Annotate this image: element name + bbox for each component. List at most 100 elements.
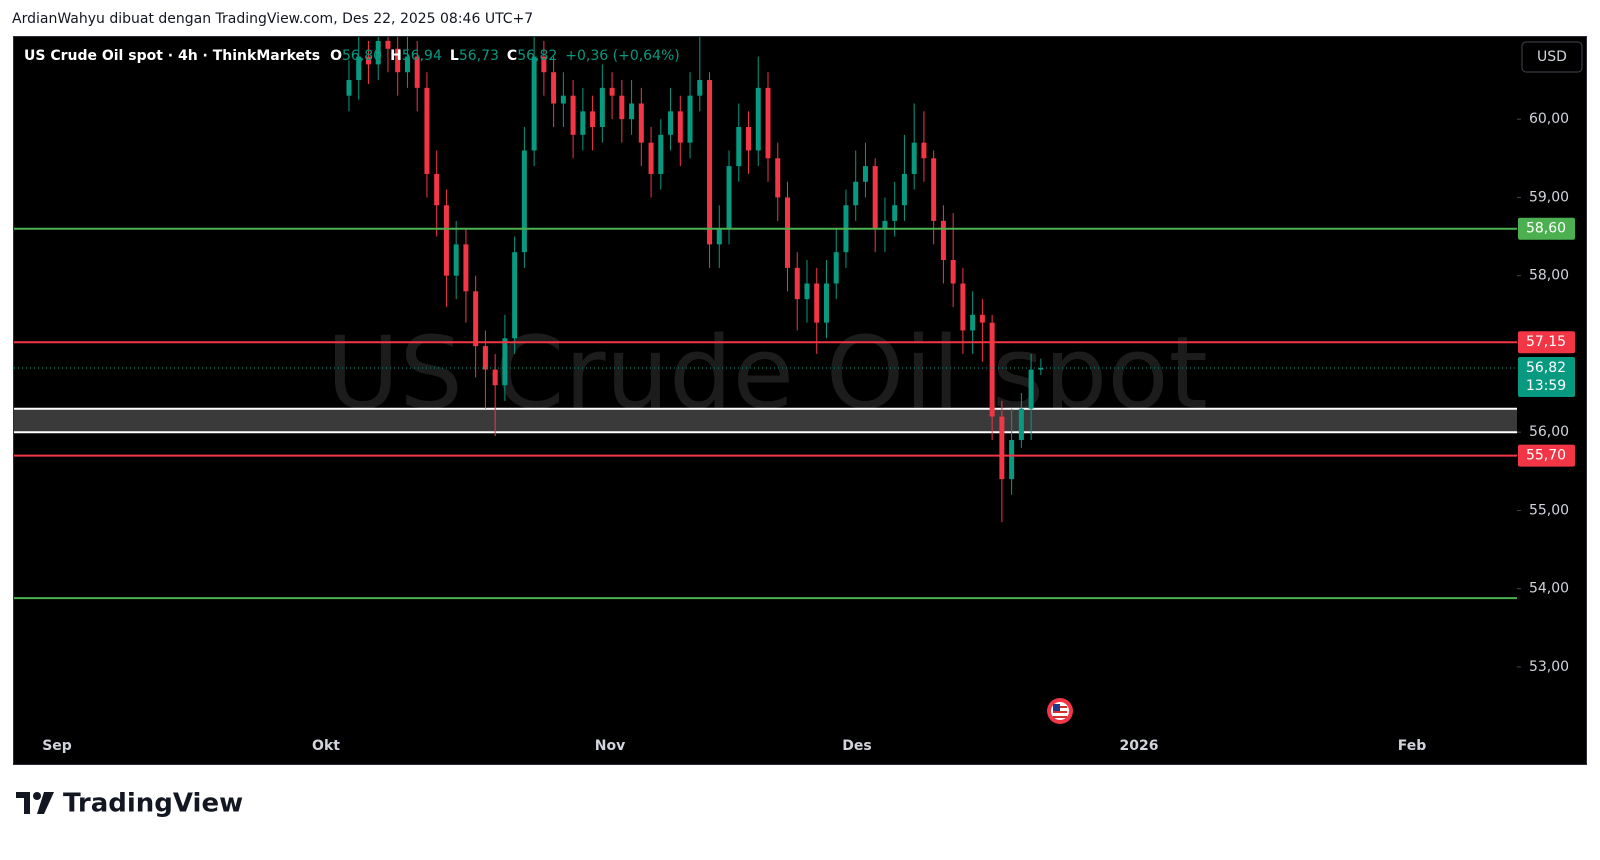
candle-body <box>375 40 381 65</box>
candle-body <box>629 103 635 120</box>
y-tick-label: 54,00 <box>1529 581 1569 597</box>
y-tick-label: 55,00 <box>1529 502 1569 518</box>
candle-body <box>833 252 839 284</box>
candle-body <box>853 181 859 206</box>
currency-button[interactable] <box>1521 41 1583 73</box>
candle-body <box>521 150 527 253</box>
candle-body <box>892 205 898 221</box>
candle-body <box>775 158 781 198</box>
ohlc-value: 56,80 <box>342 48 382 64</box>
candle-body <box>658 134 664 174</box>
brand: TradingView <box>63 789 243 819</box>
level-tag <box>1518 444 1575 467</box>
candle-body <box>482 346 488 370</box>
candle-body <box>716 228 722 245</box>
candle-body <box>638 103 644 143</box>
candle-body <box>492 369 498 386</box>
level-tag-label: 58,60 <box>1526 221 1566 237</box>
symbol-title: US Crude Oil spot · 4h · ThinkMarkets <box>24 48 320 64</box>
candle-body <box>599 87 605 127</box>
ohlc-key: O <box>330 48 342 64</box>
y-tick-label: 58,00 <box>1529 268 1569 284</box>
candle-body <box>804 283 810 300</box>
candle-body <box>784 197 790 268</box>
candle-body <box>921 142 927 159</box>
candle-body <box>960 283 966 331</box>
candle-body <box>609 87 615 96</box>
x-tick-label: Nov <box>595 738 625 754</box>
candle-body <box>911 142 917 174</box>
candle-body <box>453 244 459 276</box>
candle-body <box>794 267 800 300</box>
currency[interactable]: USD <box>1537 49 1567 65</box>
candle-body <box>541 56 547 73</box>
candle-body <box>531 56 537 151</box>
candle-body <box>999 416 1005 480</box>
countdown: 13:59 <box>1526 378 1566 394</box>
ohlc-value: 56,94 <box>402 48 442 64</box>
x-tick-label: Des <box>842 738 871 754</box>
candle-body <box>814 283 820 323</box>
candle-body <box>940 220 946 261</box>
candle-body <box>882 220 888 229</box>
x-tick-label: Sep <box>42 738 72 754</box>
candle-body <box>1038 368 1044 370</box>
event-flag[interactable] <box>1047 698 1073 724</box>
candle-body <box>424 87 430 174</box>
ohlc-key: C <box>507 48 517 64</box>
candle-body <box>570 95 576 135</box>
candle-body <box>414 56 420 88</box>
candle-body <box>979 314 985 323</box>
plot <box>14 37 1517 600</box>
candle-body <box>989 322 995 417</box>
candle-body <box>580 111 586 135</box>
candle-body <box>970 314 976 331</box>
candle-body <box>746 126 752 151</box>
candle-body <box>560 95 566 104</box>
change: +0,36 (+0,64%) <box>565 48 679 64</box>
y-tick-label: 53,00 <box>1529 659 1569 675</box>
candle-body <box>736 126 742 167</box>
candle-body <box>687 95 693 143</box>
level-tag-label: 57,15 <box>1526 334 1566 350</box>
candle-body <box>356 56 362 81</box>
ohlc-key: H <box>390 48 402 64</box>
candle-body <box>707 80 713 245</box>
ohlc-value: 56,82 <box>517 48 557 64</box>
candle-body <box>385 40 391 49</box>
candle-body <box>765 87 771 159</box>
candle-body <box>395 48 401 73</box>
candle-body <box>697 80 703 96</box>
level-tag <box>1518 217 1575 240</box>
candle-body <box>726 166 732 229</box>
candle-body <box>872 166 878 229</box>
candle-body <box>1018 408 1024 441</box>
candle-body <box>1028 369 1034 409</box>
ohlc-key: L <box>450 48 459 64</box>
y-tick-label: 60,00 <box>1529 111 1569 127</box>
candle-body <box>551 72 557 104</box>
candle-body <box>950 260 956 284</box>
candle-body <box>901 173 907 206</box>
y-tick-label: 56,00 <box>1529 424 1569 440</box>
candle-body <box>619 95 625 120</box>
candle-body <box>473 291 479 347</box>
last-price-label: 56,82 <box>1526 360 1566 376</box>
candle-body <box>346 80 352 96</box>
last-price-tag <box>1518 357 1575 398</box>
candle-body <box>677 111 683 143</box>
candle-body <box>365 56 371 65</box>
candle-body <box>755 87 761 151</box>
zone <box>14 408 1517 433</box>
candle-body <box>512 252 518 339</box>
legend: US Crude Oil spot · 4h · ThinkMarkets O56… <box>24 48 680 64</box>
x-tick-label: 2026 <box>1120 738 1159 754</box>
y-tick-label: 59,00 <box>1529 189 1569 205</box>
candle-body <box>1009 440 1015 480</box>
overlay: 53,00 54,00 55,00 56,00 58,00 59,00 60,00 Sep Ok… <box>24 48 1575 754</box>
candle-body <box>668 111 674 135</box>
x-tick-label: Feb <box>1398 738 1427 754</box>
chart-frame <box>13 36 1587 765</box>
candle-body <box>648 142 654 174</box>
